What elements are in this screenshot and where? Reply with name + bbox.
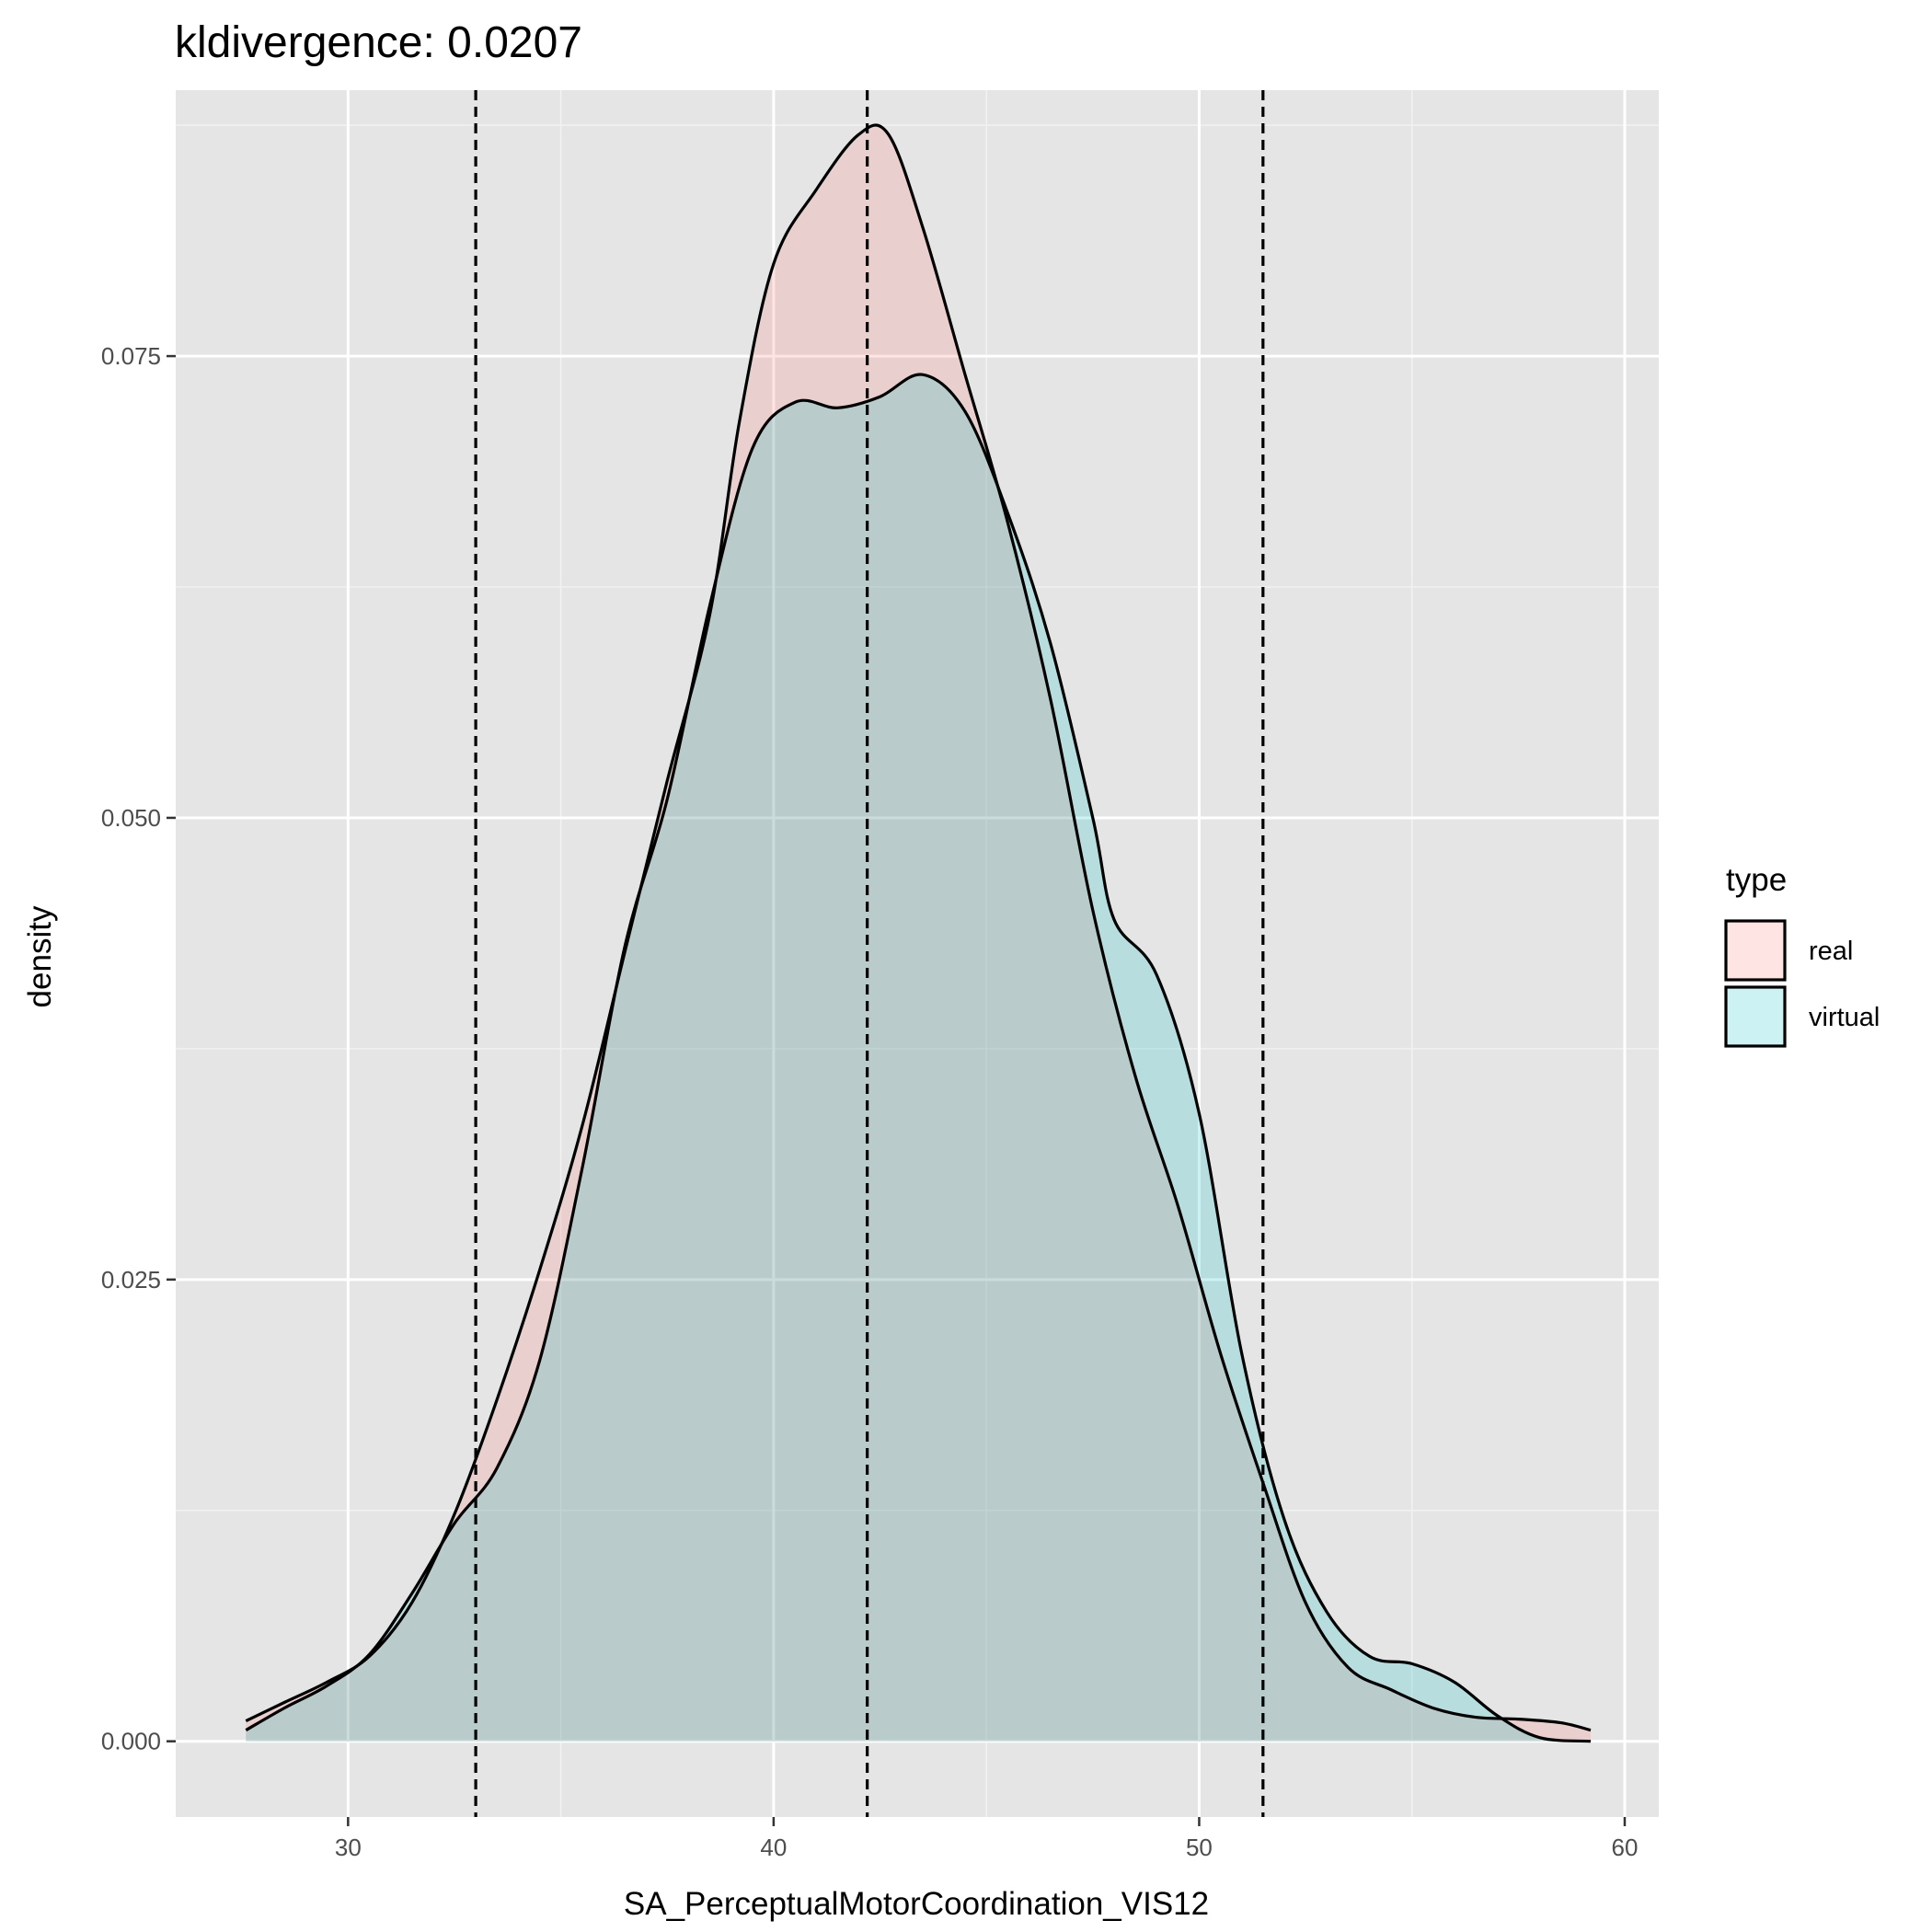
y-axis-title: density bbox=[22, 905, 58, 1007]
legend-label-virtual: virtual bbox=[1809, 1003, 1880, 1032]
density-curve-virtual bbox=[245, 373, 1592, 1743]
legend-key-virtual bbox=[1724, 985, 1787, 1048]
legend-items: real virtual bbox=[1724, 919, 1880, 1048]
density-curve-real bbox=[245, 123, 1592, 1732]
x-tick-label: 30 bbox=[335, 1834, 362, 1861]
x-tick-label: 50 bbox=[1186, 1834, 1213, 1861]
minor-gridlines bbox=[176, 90, 1659, 1817]
density-area-virtual bbox=[246, 374, 1591, 1742]
legend-title: type bbox=[1726, 862, 1787, 898]
legend-label-real: real bbox=[1809, 937, 1853, 966]
legend-key-bg-real bbox=[1726, 921, 1785, 980]
axis-ticks bbox=[167, 354, 1627, 1826]
density-areas bbox=[245, 123, 1592, 1743]
y-tick-label: 0.050 bbox=[101, 804, 161, 832]
x-axis-title: SA_PerceptualMotorCoordination_VIS12 bbox=[624, 1886, 1209, 1922]
legend: type real virtual bbox=[1724, 862, 1880, 1048]
y-tick-label: 0.000 bbox=[101, 1728, 161, 1755]
density-area-real bbox=[246, 125, 1591, 1742]
legend-key-bg-virtual bbox=[1726, 987, 1785, 1046]
x-tick-label: 60 bbox=[1612, 1834, 1639, 1861]
reference-lines bbox=[474, 90, 1265, 1817]
major-gridlines bbox=[176, 90, 1659, 1817]
legend-key-real bbox=[1724, 919, 1787, 982]
chart-title: kldivergence: 0.0207 bbox=[175, 18, 582, 67]
x-axis-tick-labels: 30 40 50 60 bbox=[335, 1834, 1639, 1861]
y-axis-tick-labels: 0.000 0.025 0.050 0.075 bbox=[101, 342, 161, 1755]
y-tick-label: 0.025 bbox=[101, 1266, 161, 1294]
y-tick-label: 0.075 bbox=[101, 342, 161, 370]
x-tick-label: 40 bbox=[760, 1834, 787, 1861]
